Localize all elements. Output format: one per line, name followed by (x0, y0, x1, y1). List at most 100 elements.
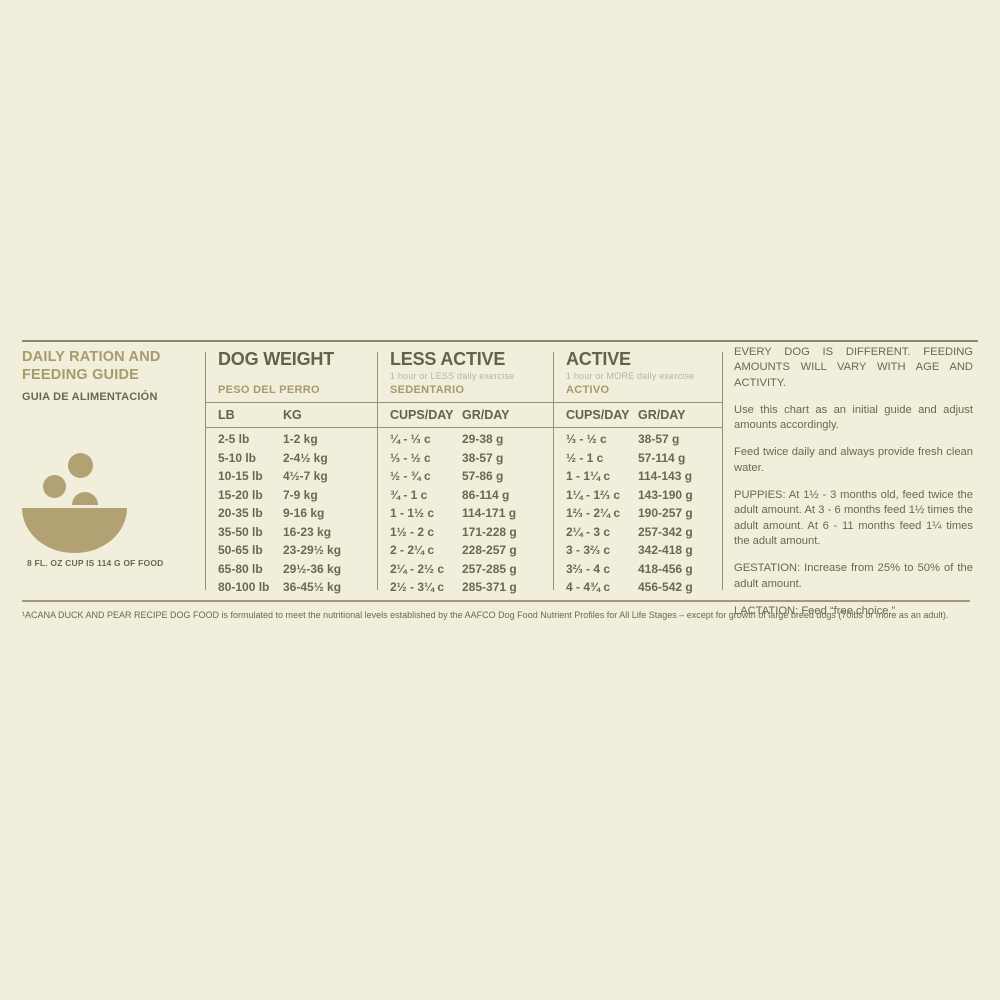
la-cups: 2¼ - 2½ c (390, 561, 445, 576)
weight-kg: 16-23 kg (283, 524, 332, 539)
weight-lb: 65-80 lb (218, 561, 263, 576)
la-grams: 38-57 g (462, 450, 504, 465)
la-cups: 2 - 2¼ c (390, 543, 435, 557)
la-cups: 2½ - 3¼ c (390, 580, 445, 594)
weight-lb: 15-20 lb (218, 487, 263, 502)
column-divider (377, 352, 378, 590)
la-cups: ⅓ - ½ c (390, 450, 431, 465)
aafco-footnote: ¹ACANA DUCK AND PEAR RECIPE DOG FOOD is … (22, 610, 949, 620)
la-cups: 1 - 1½ c (390, 506, 435, 520)
dog-weight-title: DOG WEIGHT (218, 349, 334, 369)
a-grams: 456-542 g (638, 580, 693, 594)
la-grams: 171-228 g (462, 524, 517, 539)
a-cups: 1 - 1¼ c (566, 469, 611, 483)
header-line (205, 402, 722, 403)
a-cups: 1⅔ - 2¼ c (566, 506, 621, 520)
a-grams: 418-456 g (638, 561, 693, 576)
cup-measure-note: 8 FL. OZ CUP IS 114 G OF FOOD (27, 558, 164, 568)
food-bowl-icon (22, 450, 132, 556)
a-cups: 3 - 3⅔ c (566, 543, 611, 557)
table-row: 5-10 lb 2-4½ kg ⅓ - ½ c 38-57 g ½ - 1 c … (205, 449, 725, 468)
guide-subtitle-es: GUIA DE ALIMENTACIÓN (22, 391, 158, 403)
column-divider (553, 352, 554, 590)
column-divider (205, 352, 206, 590)
la-grams: 86-114 g (462, 487, 510, 502)
a-grams: 257-342 g (638, 524, 693, 539)
table-row: 2-5 lb 1-2 kg ¼ - ⅓ c 29-38 g ⅓ - ½ c 38… (205, 430, 725, 449)
la-cups: ¼ - ⅓ c (390, 432, 431, 446)
feeding-table-body: 2-5 lb 1-2 kg ¼ - ⅓ c 29-38 g ⅓ - ½ c 38… (205, 430, 725, 597)
note-puppies: PUPPIES: At 1½ - 3 months old, feed twic… (734, 489, 973, 547)
la-grams: 29-38 g (462, 432, 504, 446)
a-grams: 342-418 g (638, 543, 693, 557)
kibble-circle (68, 453, 93, 478)
kibble-circle (43, 475, 66, 498)
bowl-shape (22, 505, 127, 553)
weight-lb: 80-100 lb (218, 580, 270, 594)
la-grams: 57-86 g (462, 469, 504, 483)
column-divider (722, 352, 723, 590)
feeding-notes: EVERY DOG IS DIFFERENT. FEEDING AMOUNTS … (734, 345, 973, 631)
col-header-la-grams: GR/DAY (462, 408, 510, 422)
guide-title: DAILY RATION AND FEEDING GUIDE (22, 349, 161, 383)
a-grams: 190-257 g (638, 506, 693, 520)
col-header-lb: LB (218, 408, 235, 422)
less-active-subtitle-es: SEDENTARIO (390, 384, 465, 396)
table-row: 65-80 lb 29½-36 kg 2¼ - 2½ c 257-285 g 3… (205, 560, 725, 579)
weight-kg: 2-4½ kg (283, 450, 328, 465)
less-active-title: LESS ACTIVE (390, 349, 506, 369)
note-initial-guide: Use this chart as an initial guide and a… (734, 403, 973, 432)
table-row: 15-20 lb 7-9 kg ¾ - 1 c 86-114 g 1¼ - 1⅔… (205, 486, 725, 505)
weight-lb: 10-15 lb (218, 469, 263, 483)
a-grams: 57-114 g (638, 450, 686, 465)
note-feed-twice: Feed twice daily and always provide fres… (734, 446, 973, 474)
weight-kg: 36-45½ kg (283, 580, 342, 594)
a-cups: 4 - 4¾ c (566, 580, 611, 594)
table-row: 20-35 lb 9-16 kg 1 - 1½ c 114-171 g 1⅔ -… (205, 504, 725, 523)
la-cups: ½ - ¾ c (390, 469, 431, 483)
col-header-la-cups: CUPS/DAY (390, 408, 454, 422)
note-lactation: LACTATION: Feed “free choice.” (734, 604, 896, 617)
weight-lb: 2-5 lb (218, 432, 250, 446)
bottom-rule (22, 600, 970, 602)
weight-kg: 29½-36 kg (283, 561, 342, 576)
top-rule (22, 340, 978, 342)
active-title: ACTIVE (566, 349, 631, 369)
header-line (205, 427, 722, 428)
note-variability: EVERY DOG IS DIFFERENT. FEEDING AMOUNTS … (734, 346, 973, 389)
la-cups: ¾ - 1 c (390, 487, 428, 502)
weight-lb: 50-65 lb (218, 543, 263, 557)
weight-lb: 35-50 lb (218, 524, 263, 539)
col-header-kg: KG (283, 408, 302, 422)
a-cups: ⅓ - ½ c (566, 432, 607, 446)
a-cups: 1¼ - 1⅔ c (566, 487, 621, 502)
weight-kg: 7-9 kg (283, 487, 318, 502)
a-grams: 114-143 g (638, 469, 693, 483)
weight-kg: 1-2 kg (283, 432, 318, 446)
weight-kg: 4½-7 kg (283, 469, 328, 483)
col-header-a-cups: CUPS/DAY (566, 408, 630, 422)
la-cups: 1½ - 2 c (390, 524, 435, 539)
active-exercise-note: 1 hour or MORE daily exercise (566, 371, 695, 381)
table-row: 10-15 lb 4½-7 kg ½ - ¾ c 57-86 g 1 - 1¼ … (205, 467, 725, 486)
a-grams: 143-190 g (638, 487, 693, 502)
la-grams: 257-285 g (462, 561, 517, 576)
weight-lb: 5-10 lb (218, 450, 257, 465)
weight-kg: 23-29½ kg (283, 543, 342, 557)
col-header-a-grams: GR/DAY (638, 408, 686, 422)
la-grams: 228-257 g (462, 543, 517, 557)
a-cups: 2¼ - 3 c (566, 524, 611, 539)
la-grams: 114-171 g (462, 506, 517, 520)
active-subtitle-es: ACTIVO (566, 384, 610, 396)
weight-lb: 20-35 lb (218, 506, 263, 520)
a-grams: 38-57 g (638, 432, 680, 446)
weight-kg: 9-16 kg (283, 506, 325, 520)
table-row: 50-65 lb 23-29½ kg 2 - 2¼ c 228-257 g 3 … (205, 541, 725, 560)
table-row: 35-50 lb 16-23 kg 1½ - 2 c 171-228 g 2¼ … (205, 523, 725, 542)
dog-weight-subtitle-es: PESO DEL PERRO (218, 384, 320, 396)
a-cups: 3⅔ - 4 c (566, 561, 611, 576)
note-gestation: GESTATION: Increase from 25% to 50% of t… (734, 562, 973, 590)
la-grams: 285-371 g (462, 580, 517, 594)
a-cups: ½ - 1 c (566, 450, 604, 465)
